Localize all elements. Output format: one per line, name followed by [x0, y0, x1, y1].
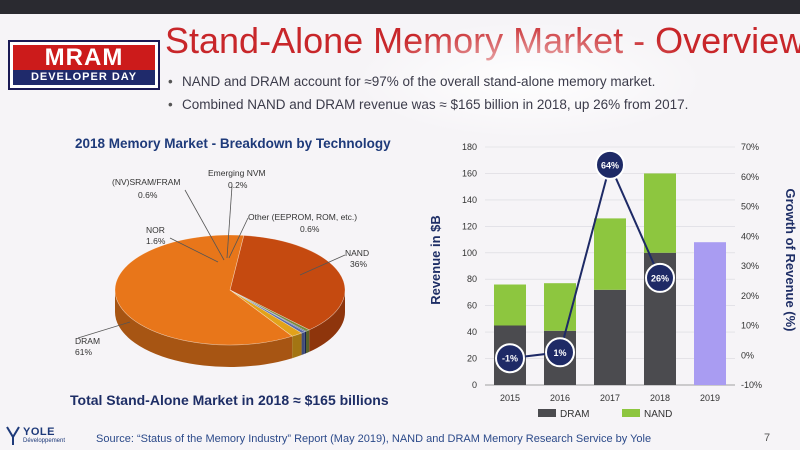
y2-tick-label: 10%	[741, 321, 759, 331]
pie-slice-dram	[114, 234, 293, 346]
legend-swatch-dram	[538, 409, 556, 417]
pie-chart: DRAM 61% NAND 36% NOR 1.6% (NV)SRAM/FRAM…	[75, 168, 369, 368]
bar-nand-2015	[494, 284, 526, 326]
pie-value-nor: 1.6%	[146, 236, 166, 246]
x-tick-label: 2016	[550, 393, 570, 403]
y2-axis-title: Growth of Revenue (%)	[783, 188, 798, 331]
x-tick-label: 2015	[500, 393, 520, 403]
pie-side-emerging-nvm	[304, 331, 306, 354]
page-number: 7	[764, 432, 771, 444]
pie-label-sram: (NV)SRAM/FRAM	[112, 177, 180, 187]
logo-developer-day-text: DEVELOPER DAY	[13, 70, 155, 85]
pie-side-other-eeprom-rom-etc-	[305, 329, 310, 354]
top-shade	[0, 0, 800, 14]
yole-logo: YOLE Développement	[5, 425, 65, 450]
y-tick-label: 160	[462, 168, 477, 178]
legend-label-dram: DRAM	[560, 409, 589, 420]
y-tick-label: 0	[472, 380, 477, 390]
y-tick-label: 120	[462, 221, 477, 231]
y2-tick-label: 20%	[741, 291, 759, 301]
bullet-list: • NAND and DRAM account for ≈97% of the o…	[168, 70, 688, 116]
y2-tick-label: 40%	[741, 231, 759, 241]
x-tick-label: 2019	[700, 393, 720, 403]
y2-tick-label: -10%	[741, 380, 762, 390]
pie-value-dram: 61%	[75, 347, 92, 357]
y2-tick-label: 70%	[741, 142, 759, 152]
slide-title: Stand-Alone Memory Market - Overview	[165, 20, 800, 61]
logo-mram-text: MRAM	[13, 45, 155, 70]
growth-label-2016: 1%	[553, 348, 566, 358]
pie-value-emerging: 0.2%	[228, 180, 248, 190]
y2-tick-label: 60%	[741, 172, 759, 182]
pie-label-nand: NAND	[345, 248, 369, 258]
bar-2019-total-2019	[694, 242, 726, 385]
y-axis-title: Revenue in $B	[428, 215, 443, 305]
growth-label-2015: -1%	[502, 354, 518, 364]
pie-side--nv-sram-fram	[301, 331, 305, 356]
y-tick-label: 60	[467, 301, 477, 311]
y2-tick-label: 50%	[741, 202, 759, 212]
bar-nand-2018	[644, 173, 676, 253]
y-tick-label: 100	[462, 248, 477, 258]
x-tick-label: 2018	[650, 393, 670, 403]
bar-dram-2017	[594, 289, 626, 385]
pie-value-other: 0.6%	[300, 224, 320, 234]
y-tick-label: 20	[467, 354, 477, 364]
y2-tick-label: 0%	[741, 350, 754, 360]
growth-marker-2018	[645, 262, 675, 293]
yole-mark-icon	[6, 426, 20, 445]
pie-chart-title: 2018 Memory Market - Breakdown by Techno…	[75, 136, 391, 151]
source-footnote: Source: “Status of the Memory Industry” …	[96, 433, 652, 445]
yole-logo-sub: Développement	[23, 438, 66, 444]
growth-marker-2015	[495, 343, 525, 374]
pie-side-dram	[115, 290, 293, 368]
y-tick-label: 180	[462, 142, 477, 152]
growth-marker-2017	[595, 149, 625, 180]
pie-value-nand: 36%	[350, 259, 367, 269]
y-tick-label: 40	[467, 327, 477, 337]
bar-nand-2016	[544, 283, 576, 331]
bullet-item: • NAND and DRAM account for ≈97% of the o…	[168, 74, 656, 89]
y2-tick-label: 30%	[741, 261, 759, 271]
bullet-text: Combined NAND and DRAM revenue was ≈ $16…	[182, 97, 689, 112]
y-tick-label: 80	[467, 274, 477, 284]
mram-logo: MRAM DEVELOPER DAY	[8, 40, 160, 90]
pie-slice-nand	[229, 235, 346, 331]
pie-label-nor: NOR	[146, 225, 165, 235]
bar-chart: 0 20 40 60 80 100 120 140 160 180 -10% 0% 10% 20% 30% 4…	[428, 142, 798, 420]
bullet-item: • Combined NAND and DRAM revenue was ≈ $1…	[168, 97, 689, 112]
pie-label-emerging: Emerging NVM	[208, 168, 266, 178]
pie-label-other: Other (EEPROM, ROM, etc.)	[248, 212, 357, 222]
growth-label-2017: 64%	[601, 160, 619, 170]
pie-side-nand	[309, 290, 345, 352]
bar-nand-2017	[594, 218, 626, 290]
x-tick-label: 2017	[600, 393, 620, 403]
bullet-text: NAND and DRAM account for ≈97% of the ov…	[182, 74, 656, 89]
growth-marker-2016	[545, 337, 575, 368]
pie-value-sram: 0.6%	[138, 190, 158, 200]
growth-label-2018: 26%	[651, 273, 669, 283]
y-tick-label: 140	[462, 195, 477, 205]
legend-swatch-nand	[622, 409, 640, 417]
yole-logo-text: YOLE	[23, 426, 55, 438]
legend-label-nand: NAND	[644, 409, 672, 420]
pie-side-nor	[292, 333, 302, 359]
total-market-text: Total Stand-Alone Market in 2018 ≈ $165 …	[70, 392, 389, 408]
pie-label-dram: DRAM	[75, 336, 100, 346]
growth-line	[509, 161, 661, 360]
